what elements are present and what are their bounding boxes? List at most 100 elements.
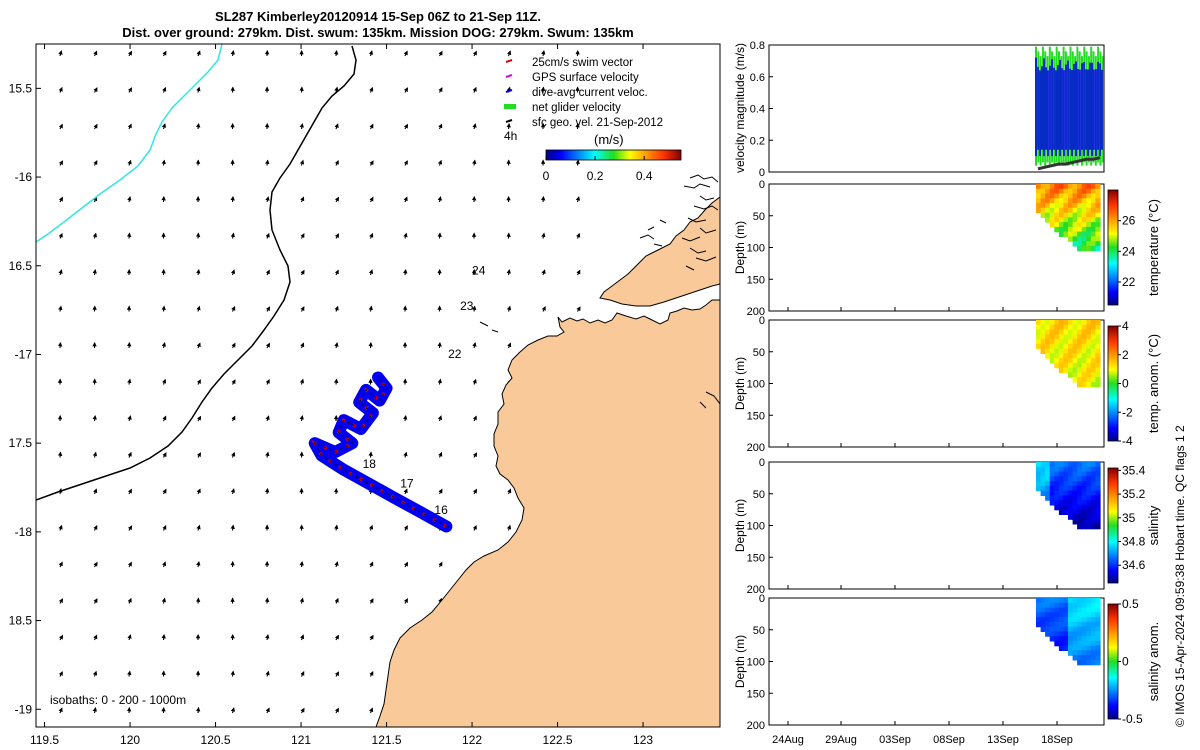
heatmap-cell <box>1054 471 1060 477</box>
depth-ytick-label: 200 <box>747 442 765 454</box>
heatmap-cell <box>1081 481 1087 487</box>
depth-ytick-label: 50 <box>753 625 765 637</box>
surface-velocity-arrow <box>92 451 98 458</box>
surface-velocity-arrow <box>93 160 98 166</box>
heatmap-cell <box>1058 222 1065 228</box>
heatmap-cell <box>1040 607 1046 613</box>
heatmap-cell <box>1077 481 1083 487</box>
map-xtick-label: 121.5 <box>372 733 402 747</box>
depth-ytick-label: 200 <box>747 584 765 596</box>
surface-velocity-arrow <box>162 86 167 93</box>
heatmap-cell <box>1090 193 1097 199</box>
depth-ytick-label: 150 <box>747 274 765 286</box>
depth-colorbar-tick-label: 0 <box>1122 655 1129 669</box>
depth-colorbar-tick-label: -4 <box>1122 434 1133 448</box>
surface-velocity-arrow <box>162 415 167 422</box>
depth-colorbar-tick-label: 35.2 <box>1122 487 1146 501</box>
surface-velocity-arrow <box>58 196 63 203</box>
surface-velocity-arrow <box>127 196 132 203</box>
heatmap-cell <box>1058 362 1065 369</box>
heatmap-cell <box>1049 621 1055 628</box>
heatmap-cell <box>1081 626 1087 632</box>
heatmap-cell <box>1049 320 1055 326</box>
heatmap-cell <box>1058 358 1065 364</box>
surface-velocity-arrow <box>403 87 408 93</box>
heatmap-cell <box>1036 329 1042 335</box>
heatmap-cell <box>1063 217 1069 223</box>
heatmap-cell <box>1068 621 1074 628</box>
surface-velocity-arrow <box>58 707 63 714</box>
heatmap-cell <box>1081 334 1087 340</box>
velocity-panel: 0 0.2 0.4 0.6 0.8 velocity magnitude (m/s) <box>733 40 1105 179</box>
heatmap-cell <box>1086 612 1092 618</box>
surface-velocity-arrow <box>196 50 201 57</box>
depth-colorbar-tick-label: 35.4 <box>1122 463 1146 477</box>
legend-label-swim: 25cm/s swim vector <box>532 57 633 69</box>
heatmap-cell <box>1063 485 1069 492</box>
heatmap-cell <box>1040 320 1046 326</box>
heatmap-cell <box>1058 353 1065 359</box>
surface-velocity-arrow <box>336 745 338 750</box>
heatmap-cell <box>1058 598 1065 604</box>
heatmap-cell <box>1068 320 1074 326</box>
heatmap-cell <box>1081 523 1087 530</box>
surface-velocity-arrow <box>161 305 166 312</box>
depth-ytick-label: 0 <box>759 457 765 469</box>
heatmap-cell <box>1077 645 1083 651</box>
surface-velocity-arrow <box>369 196 374 203</box>
surface-velocity-arrow <box>368 524 374 531</box>
surface-velocity-arrow <box>58 86 63 93</box>
heatmap-cell <box>1049 481 1055 487</box>
heatmap-cell <box>1077 362 1083 369</box>
depth-panel-2: 0 50 100 150 200 Depth (m) -4 -2 0 2 4 temp. anom. … <box>733 315 1161 454</box>
heatmap-cell <box>1081 466 1087 473</box>
map-xtick-label: 121 <box>291 733 311 747</box>
heatmap-cell <box>1081 381 1087 388</box>
heatmap-cell <box>1045 329 1051 335</box>
heatmap-cell <box>1045 184 1051 190</box>
heatmap-cell <box>1081 198 1087 204</box>
heatmap-cell <box>1077 495 1083 501</box>
heatmap-cell <box>1095 334 1101 340</box>
surface-velocity-arrow <box>334 561 339 568</box>
heatmap-cell <box>1095 367 1101 373</box>
heatmap-cell <box>1036 188 1042 195</box>
heatmap-cell <box>1068 466 1074 473</box>
heatmap-cell <box>1068 481 1074 487</box>
heatmap-cell <box>1054 607 1060 613</box>
heatmap-cell <box>1090 241 1097 247</box>
heatmap-cell <box>1077 612 1083 618</box>
heatmap-cell <box>1072 636 1078 642</box>
velocity-ticks: 0 0.2 0.4 0.6 0.8 <box>750 40 773 179</box>
surface-velocity-arrow <box>162 525 167 531</box>
heatmap-cell <box>1095 504 1101 511</box>
heatmap-cell <box>1058 626 1065 632</box>
heatmap-cell <box>1049 188 1055 195</box>
heatmap-cell <box>1095 636 1101 642</box>
heatmap-cell <box>1077 217 1083 223</box>
heatmap-cell <box>1086 207 1092 214</box>
heatmap-cell <box>1063 358 1069 364</box>
heatmap-cell <box>1049 602 1055 609</box>
surface-velocity-arrow <box>300 707 305 714</box>
surface-velocity-arrow <box>334 671 340 677</box>
day-label: 24 <box>472 264 486 278</box>
surface-velocity-arrow <box>369 598 374 604</box>
surface-velocity-arrow <box>230 269 236 276</box>
heatmap-cell <box>1068 612 1074 618</box>
surface-velocity-arrow <box>58 50 63 57</box>
heatmap-cell <box>1072 362 1078 369</box>
velocity-ytick-label: 0 <box>759 167 765 179</box>
heatmap-cell <box>1081 617 1087 623</box>
heatmap-cell <box>1090 217 1097 223</box>
heatmap-cell <box>1081 621 1087 628</box>
heatmap-cell <box>1072 358 1078 364</box>
heatmap-cell <box>1081 509 1087 515</box>
heatmap-cell <box>1090 509 1097 515</box>
heatmap-cell <box>1045 621 1051 628</box>
heatmap-cell <box>1054 329 1060 335</box>
heatmap-cell <box>1077 245 1083 252</box>
heatmap-cell <box>1068 602 1074 609</box>
heatmap-cell <box>1086 353 1092 359</box>
heatmap-cell <box>1072 519 1078 525</box>
